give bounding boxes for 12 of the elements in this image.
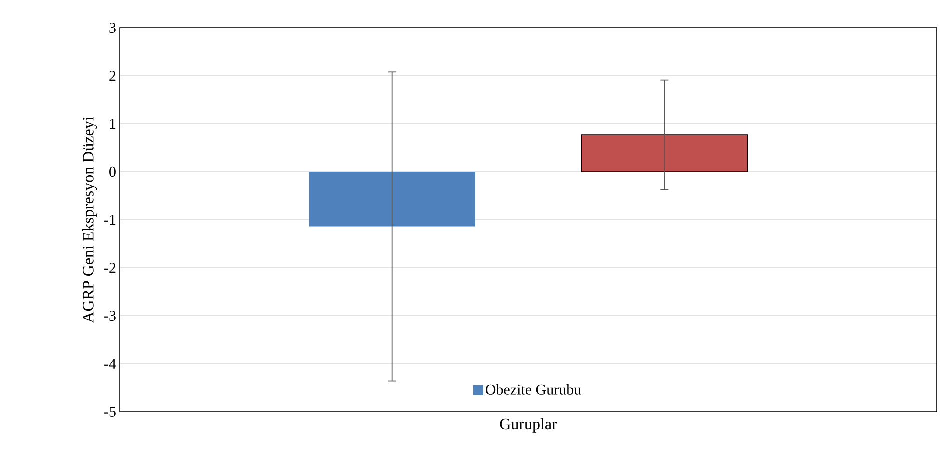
y-axis-title: AGRP Geni Ekspresyon Düzeyi bbox=[82, 116, 98, 324]
y-tick-label: -2 bbox=[104, 263, 116, 273]
y-tick-label: -1 bbox=[104, 215, 116, 225]
y-tick-label: 0 bbox=[110, 166, 116, 178]
y-tick-label: -5 bbox=[104, 407, 116, 417]
x-axis-title: Guruplar bbox=[500, 418, 558, 433]
legend-label: Obezite Gurubu bbox=[486, 384, 582, 395]
y-tick-label: 1 bbox=[110, 119, 116, 129]
y-tick-label: -4 bbox=[104, 359, 116, 369]
y-tick-label: -3 bbox=[104, 310, 116, 322]
y-tick-label: 3 bbox=[110, 22, 116, 34]
y-tick-label: 2 bbox=[110, 71, 116, 81]
